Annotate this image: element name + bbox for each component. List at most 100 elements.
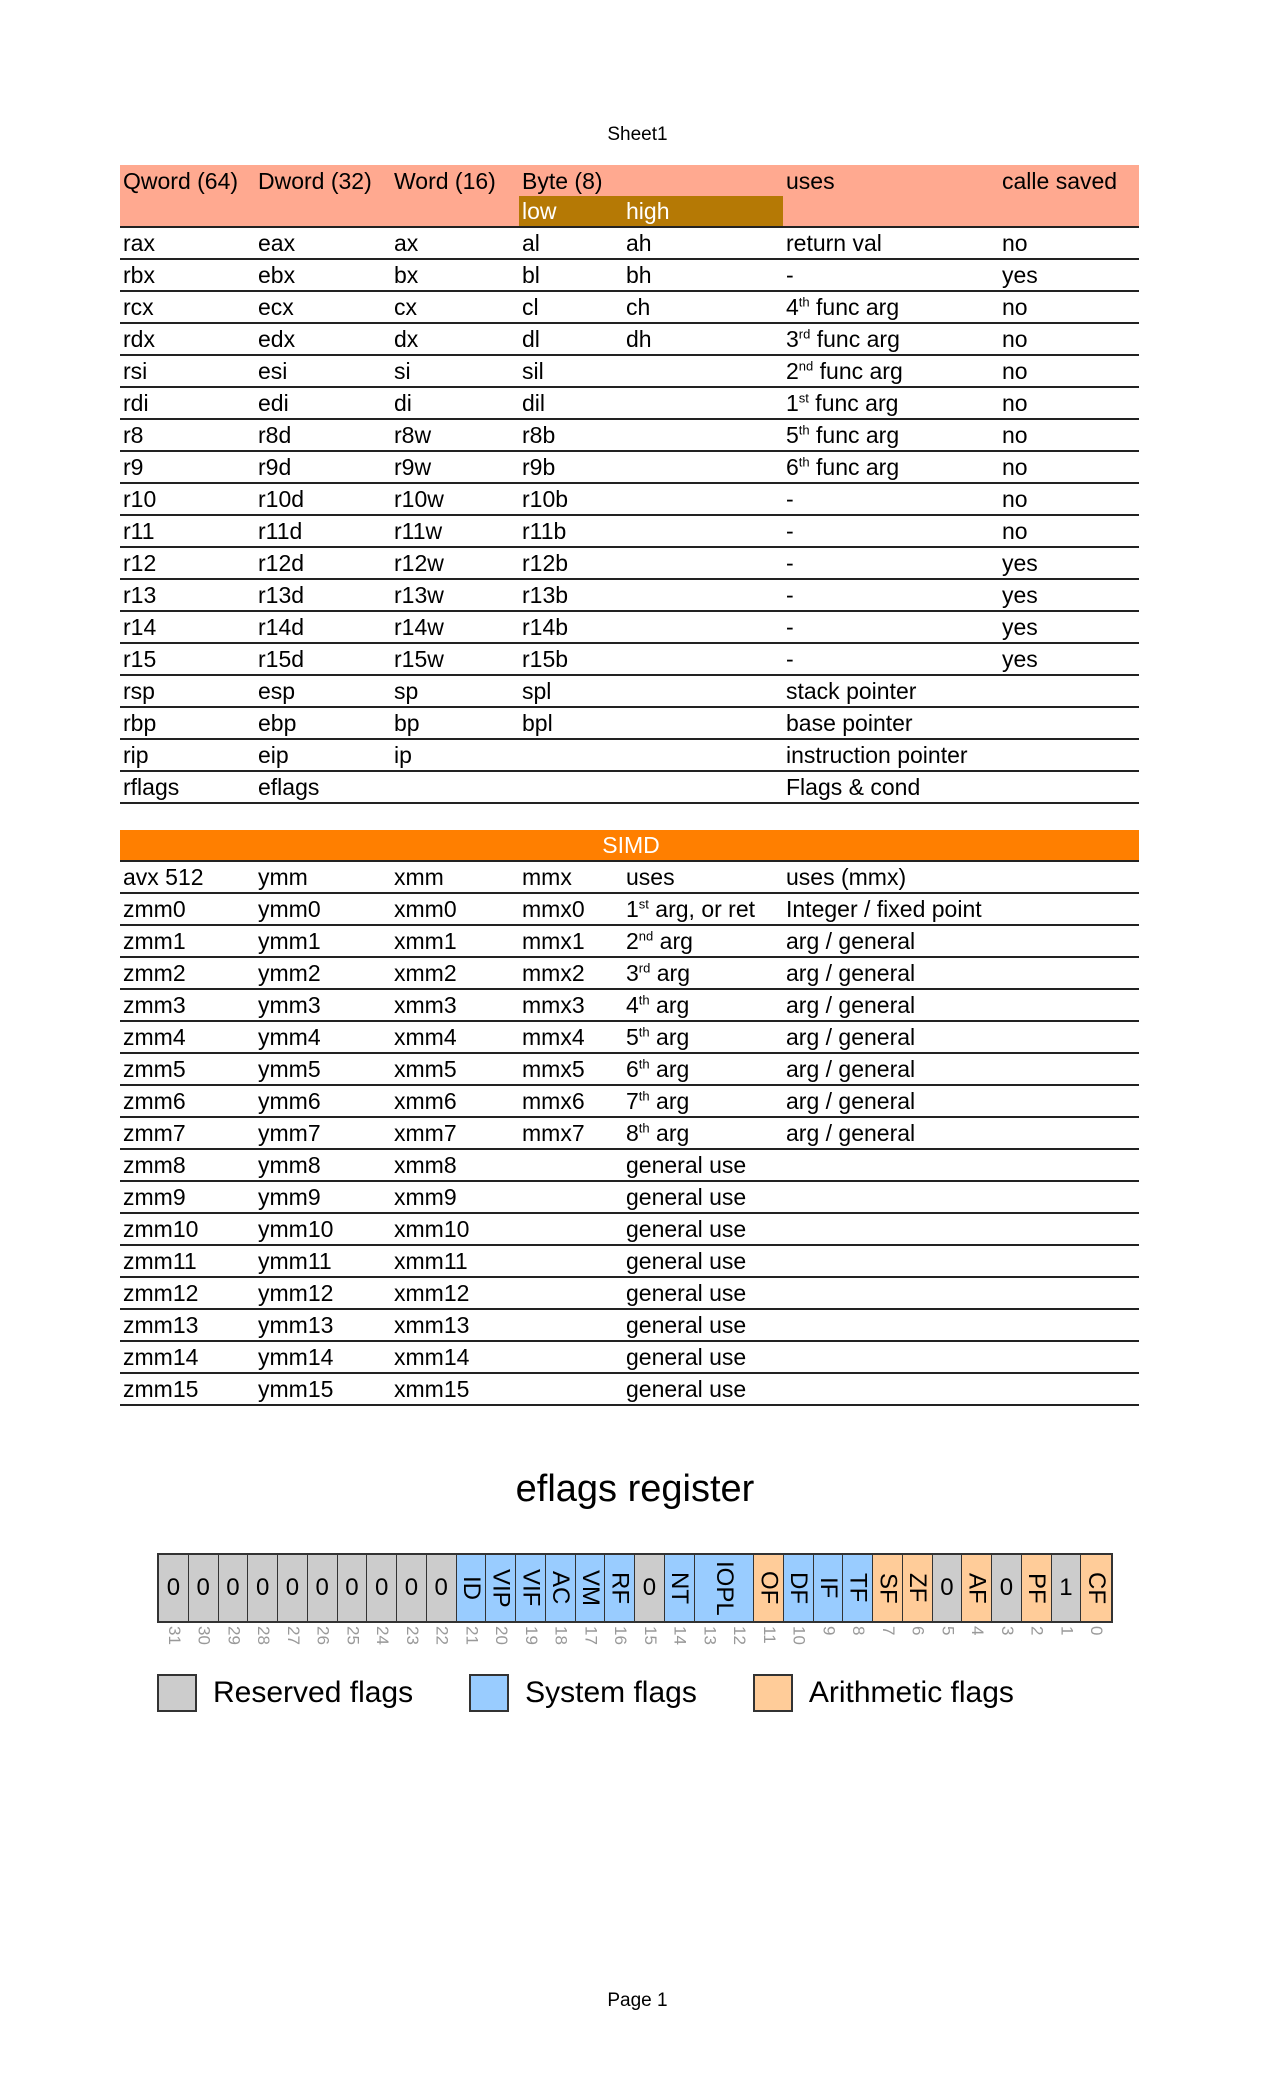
- uses-text: 7: [626, 1088, 639, 1114]
- cell: [623, 547, 783, 580]
- column-header: Dword (32): [255, 165, 391, 196]
- cell: [623, 387, 783, 420]
- callee-saved-cell: yes: [999, 611, 1139, 644]
- table-row: rbp ebp bp bpl base pointer: [120, 707, 1139, 740]
- column-header: ymm: [255, 861, 391, 894]
- cell: r11d: [255, 515, 391, 548]
- cell: xmm5: [391, 1053, 519, 1086]
- flag-label: RF: [606, 1572, 634, 1604]
- cell: zmm9: [120, 1181, 255, 1214]
- uses-suffix: arg: [649, 1024, 690, 1050]
- bit-number: 16: [605, 1626, 635, 1645]
- cell: xmm10: [391, 1213, 519, 1246]
- subheader-cell: [391, 196, 519, 228]
- cell: ymm1: [255, 925, 391, 958]
- cell: [623, 675, 783, 708]
- uses-cell: stack pointer: [783, 675, 999, 708]
- bit-label: 24: [373, 1626, 393, 1645]
- column-header: [623, 165, 783, 196]
- flag-label: AC: [547, 1571, 575, 1605]
- ordinal-suffix: th: [798, 294, 810, 310]
- cell: [519, 1341, 623, 1374]
- cell: r12w: [391, 547, 519, 580]
- cell: [623, 451, 783, 484]
- legend-swatch: [157, 1674, 197, 1712]
- flag-cell-0: 0: [426, 1555, 457, 1621]
- table-row: r15 r15d r15w r15b - yes: [120, 643, 1139, 676]
- legend-item: System flags: [469, 1674, 697, 1712]
- bit-label: 8: [849, 1626, 869, 1636]
- table-row: r13 r13d r13w r13b - yes: [120, 579, 1139, 612]
- cell: [519, 1181, 623, 1214]
- column-header: uses (mmx): [783, 861, 1139, 894]
- table-row: zmm0 ymm0 xmm0 mmx0 1st arg, or ret Integer /…: [120, 893, 1139, 926]
- mmx-uses-cell: arg / general: [783, 1117, 1139, 1150]
- cell: sil: [519, 355, 623, 388]
- cell: ebp: [255, 707, 391, 740]
- callee-saved-cell: [999, 771, 1139, 804]
- table-row: rflags eflags Flags & cond: [120, 771, 1139, 804]
- bit-label: 23: [402, 1626, 422, 1645]
- cell: mmx1: [519, 925, 623, 958]
- bit-label: 11: [759, 1626, 779, 1644]
- cell: mmx7: [519, 1117, 623, 1150]
- uses-cell: 3rd func arg: [783, 323, 999, 356]
- uses-suffix: arg: [649, 1056, 690, 1082]
- flag-label: 0: [434, 1574, 448, 1601]
- cell: r14: [120, 611, 255, 644]
- uses-suffix: arg: [649, 992, 690, 1018]
- uses-suffix: func arg: [808, 390, 899, 416]
- subheader-cell: [999, 196, 1139, 228]
- cell: bx: [391, 259, 519, 292]
- flag-cell-af: AF: [962, 1555, 992, 1621]
- uses-text: -: [786, 518, 794, 544]
- flag-label: 0: [315, 1574, 329, 1601]
- uses-cell: general use: [623, 1373, 783, 1406]
- table-row: rbx ebx bx bl bh - yes: [120, 259, 1139, 292]
- cell: r15w: [391, 643, 519, 676]
- simd-header-row: avx 512 ymm xmm mmx uses uses (mmx): [120, 861, 1139, 894]
- uses-cell: 2nd func arg: [783, 355, 999, 388]
- cell: dl: [519, 323, 623, 356]
- cell: r13d: [255, 579, 391, 612]
- uses-text: general use: [626, 1248, 747, 1274]
- table-row: zmm15 ymm15 xmm15 general use: [120, 1373, 1139, 1406]
- flag-cell-0: 0: [278, 1555, 308, 1621]
- cell: xmm2: [391, 957, 519, 990]
- table-row: r12 r12d r12w r12b - yes: [120, 547, 1139, 580]
- callee-saved-cell: [999, 739, 1139, 772]
- uses-suffix: arg: [650, 960, 690, 986]
- cell: r12b: [519, 547, 623, 580]
- cell: zmm8: [120, 1149, 255, 1182]
- callee-saved-cell: no: [999, 227, 1139, 260]
- bit-number: 23: [397, 1626, 427, 1645]
- mmx-uses-cell: arg / general: [783, 925, 1139, 958]
- bit-number: 1: [1052, 1626, 1082, 1645]
- flag-label: NT: [666, 1572, 694, 1604]
- page-number: Page 1: [607, 1990, 668, 2011]
- cell: xmm6: [391, 1085, 519, 1118]
- uses-text: 1: [786, 390, 799, 416]
- mmx-uses-cell: arg / general: [783, 1053, 1139, 1086]
- flag-cell-0: 0: [307, 1555, 338, 1621]
- legend-item: Arithmetic flags: [752, 1674, 1014, 1712]
- uses-cell: instruction pointer: [783, 739, 999, 772]
- bit-number: 11: [754, 1626, 784, 1645]
- legend-label: Reserved flags: [213, 1676, 414, 1709]
- flag-cell-rf: RF: [605, 1555, 635, 1621]
- uses-cell: 4th arg: [623, 989, 783, 1022]
- flag-cell-0: 0: [992, 1555, 1022, 1621]
- flag-label: IOPL: [710, 1560, 738, 1616]
- uses-suffix: func arg: [813, 358, 903, 384]
- flag-cell-0: 0: [932, 1555, 963, 1621]
- cell: [519, 1245, 623, 1278]
- mmx-uses-cell: [783, 1341, 1139, 1374]
- cell: xmm7: [391, 1117, 519, 1150]
- callee-saved-cell: no: [999, 515, 1139, 548]
- uses-text: -: [786, 646, 794, 672]
- legend-label: Arithmetic flags: [808, 1676, 1014, 1709]
- flag-label: 0: [285, 1574, 300, 1601]
- cell: di: [391, 387, 519, 420]
- uses-text: 1: [626, 896, 639, 922]
